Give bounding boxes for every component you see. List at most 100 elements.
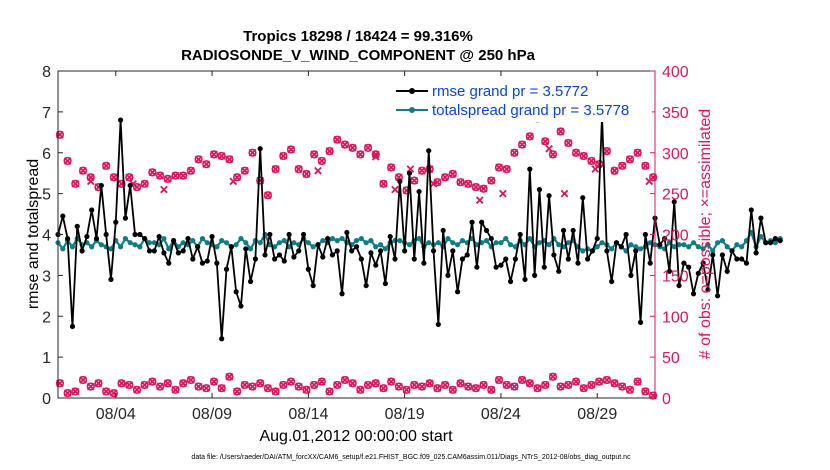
y-left-tick-label-3: 3 [42,268,51,285]
obs-possible-circle-9 [125,173,134,182]
spread-point-38 [238,235,244,242]
obs-possible-circle-33 [310,150,319,159]
rmse-point-75 [416,188,422,195]
rmse-point-110 [584,256,591,262]
obs-possible-circle-43 [387,163,396,172]
obs-possible-cross-68 [579,152,588,160]
obs-possible-cross-32 [302,170,311,178]
obs-possible-cross-1 [63,157,72,165]
rmse-point-7 [89,207,95,213]
obs-possible-circle-73 [618,161,627,170]
spread-point-84 [459,238,466,244]
rmse-point-112 [594,235,600,242]
obs-low-circle-19 [202,384,211,393]
rmse-point-90 [488,235,494,242]
spread-point-7 [89,244,95,250]
rmse-point-60 [344,229,350,236]
rmse-point-11 [108,276,114,283]
obs-low-circle-46 [410,380,419,390]
obs-low-cross-67 [572,377,580,386]
obs-low-cross-51 [448,385,457,394]
rmse-point-46 [276,252,283,258]
obs-assimilated-cross-5 [371,153,380,161]
obs-low-circle-72 [610,379,619,388]
rmse-point-32 [209,233,215,240]
obs-low-cross-8 [117,379,126,388]
obs-low-cross-43 [387,377,396,386]
rmse-point-68 [382,280,388,287]
obs-low-cross-2 [71,387,80,396]
rmse-point-57 [329,252,336,258]
obs-possible-cross-29 [279,152,288,160]
obs-low-circle-3 [78,375,88,385]
rmse-point-12 [113,219,119,225]
rmse-point-100 [536,186,543,193]
obs-low-cross-74 [626,385,634,394]
rmse-point-51 [300,231,307,238]
rmse-point-84 [459,256,466,262]
obs-possible-cross-35 [325,147,334,155]
obs-possible-circle-26 [256,176,265,185]
rmse-point-139 [724,268,730,274]
x-tick-label-0: 08/04 [96,406,136,423]
rmse-point-83 [455,289,461,295]
spread-point-35 [223,240,230,246]
obs-possible-circle-13 [155,171,165,180]
obs-low-circle-34 [317,377,326,386]
rmse-point-108 [575,260,581,266]
obs-possible-circle-74 [625,155,635,164]
spread-point-1 [60,246,66,252]
footer-data-file: data file: /Users/raeder/DAI/ATM_forcXX/… [191,454,631,461]
obs-low-circle-21 [217,384,226,393]
spread-point-98 [527,235,533,242]
spread-point-13 [117,244,124,250]
obs-possible-circle-54 [471,182,481,192]
obs-possible-cross-40 [364,144,372,152]
obs-low-cross-75 [633,377,642,386]
y-axis-left-label: rmse and totalspread [25,159,42,309]
obs-low-circle-36 [333,380,342,390]
spread-point-92 [498,240,504,246]
spread-point-115 [609,246,615,252]
legend-box [393,78,652,122]
spread-point-49 [291,240,297,246]
obs-low-circle-14 [163,379,172,388]
obs-possible-cross-59 [510,148,519,157]
obs-low-circle-75 [633,377,642,386]
obs-low-circle-0 [55,379,65,388]
obs-low-cross-61 [525,379,534,388]
obs-low-circle-38 [348,379,357,388]
obs-possible-cross-66 [564,139,573,147]
obs-low-circle-39 [356,385,365,394]
obs-assimilated-cross-13 [591,165,600,173]
spread-point-22 [161,235,167,242]
obs-possible-circle-2 [71,179,80,188]
rmse-point-137 [714,293,721,299]
rmse-point-135 [705,287,711,293]
rmse-point-106 [565,256,571,262]
rmse-point-148 [767,240,774,246]
obs-possible-circle-18 [194,155,203,164]
obs-assimilated-cross-12 [560,189,569,198]
rmse-point-93 [503,256,509,262]
spread-point-20 [151,240,157,246]
obs-possible-cross-67 [572,148,580,157]
obs-low-circle-7 [109,388,118,398]
obs-possible-cross-15 [171,171,180,180]
obs-possible-cross-9 [125,173,134,182]
obs-low-cross-34 [317,377,326,386]
obs-possible-circle-27 [263,191,273,200]
y-left-tick-label-7: 7 [42,105,51,122]
rmse-point-119 [628,272,634,278]
y-right-tick-label-6: 300 [662,146,689,163]
spread-point-133 [695,244,701,250]
obs-possible-circle-46 [410,176,419,185]
obs-possible-cross-20 [210,150,218,159]
obs-possible-cross-39 [356,150,365,159]
obs-possible-cross-65 [556,127,565,136]
obs-possible-cross-53 [464,179,473,188]
obs-low-cross-40 [364,381,372,389]
spread-point-55 [320,238,326,244]
obs-low-circle-68 [579,384,588,393]
legend-spread-marker [409,107,415,113]
